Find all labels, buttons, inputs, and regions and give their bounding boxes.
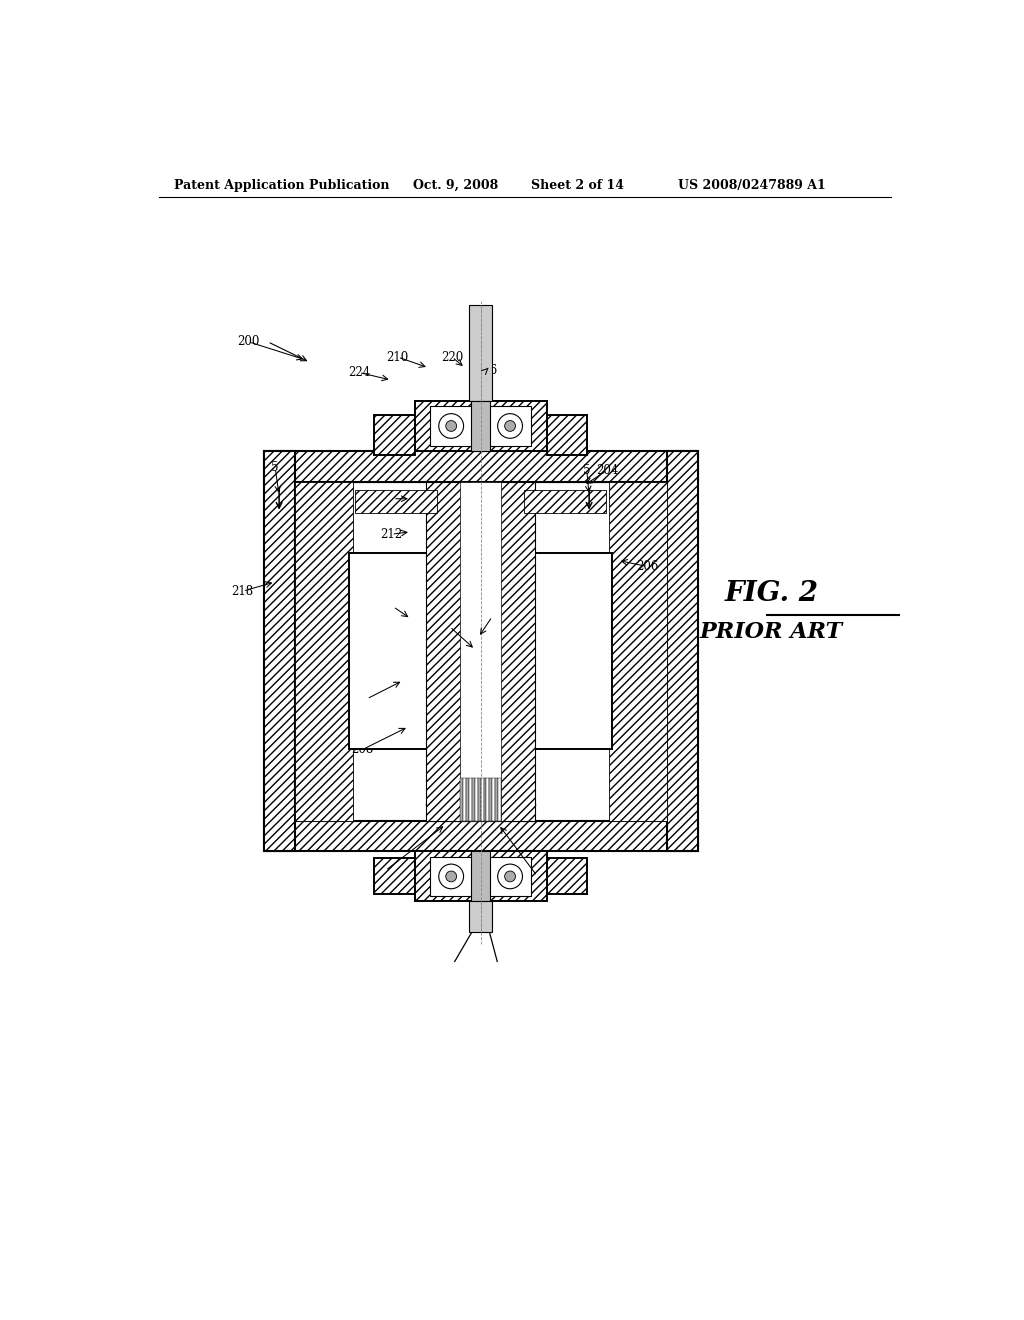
Bar [495, 779, 498, 821]
Bar [463, 779, 466, 821]
Text: 222: 222 [382, 492, 404, 506]
Circle shape [438, 865, 464, 888]
Bar [498, 779, 501, 821]
Bar [486, 779, 489, 821]
Bar [547, 414, 587, 455]
Bar [295, 482, 352, 821]
Text: 208: 208 [351, 743, 373, 756]
Bar [469, 305, 493, 401]
Text: FIG. 2: FIG. 2 [724, 579, 818, 607]
Text: Sheet 2 of 14: Sheet 2 of 14 [531, 178, 624, 191]
Bar [475, 779, 478, 821]
Text: 206: 206 [636, 560, 658, 573]
Text: 200: 200 [237, 335, 259, 348]
Text: 225: 225 [382, 601, 404, 612]
Bar [547, 858, 587, 894]
Bar [478, 779, 480, 821]
Text: 226: 226 [475, 363, 498, 376]
Text: US 2008/0247889 A1: US 2008/0247889 A1 [678, 178, 826, 191]
Text: 5: 5 [271, 462, 279, 474]
Bar [483, 779, 486, 821]
Circle shape [505, 871, 515, 882]
Text: 212: 212 [381, 528, 402, 541]
Bar [461, 779, 463, 821]
Bar [263, 451, 295, 851]
Bar [471, 401, 489, 451]
Text: PRIOR ART: PRIOR ART [699, 620, 843, 643]
Bar [466, 779, 469, 821]
Bar [295, 482, 667, 821]
Circle shape [445, 871, 457, 882]
Circle shape [498, 865, 522, 888]
Bar [349, 553, 443, 750]
Bar [518, 553, 612, 750]
Bar [480, 779, 483, 821]
Bar [471, 851, 489, 902]
Bar [469, 902, 493, 932]
Bar [469, 779, 472, 821]
Circle shape [438, 413, 464, 438]
Circle shape [505, 421, 515, 432]
Bar [430, 857, 531, 896]
Bar [472, 779, 475, 821]
Text: 219: 219 [355, 693, 378, 705]
Bar [493, 779, 495, 821]
Circle shape [498, 413, 522, 438]
Circle shape [445, 421, 457, 432]
Text: 214: 214 [526, 870, 548, 883]
Bar [426, 482, 535, 821]
Text: 204: 204 [596, 463, 618, 477]
Bar [667, 451, 697, 851]
Bar [355, 490, 437, 512]
Text: 216: 216 [374, 865, 396, 878]
Bar [430, 407, 531, 446]
Text: 220: 220 [440, 351, 463, 363]
Text: 218: 218 [231, 585, 254, 598]
Text: Oct. 9, 2008: Oct. 9, 2008 [414, 178, 499, 191]
Bar [415, 401, 547, 451]
Text: 5: 5 [583, 463, 591, 477]
Text: 210: 210 [387, 351, 409, 363]
Text: Patent Application Publication: Patent Application Publication [174, 178, 390, 191]
Bar [375, 414, 415, 455]
Bar [461, 482, 501, 821]
Bar [489, 779, 493, 821]
Bar [375, 858, 415, 894]
Text: 224: 224 [348, 366, 370, 379]
Bar [263, 451, 697, 482]
Bar [524, 490, 606, 512]
Text: 202: 202 [438, 620, 461, 634]
Bar [415, 851, 547, 902]
Bar [263, 821, 697, 851]
Bar [608, 482, 667, 821]
Bar [471, 482, 489, 821]
Text: 328: 328 [481, 610, 504, 623]
